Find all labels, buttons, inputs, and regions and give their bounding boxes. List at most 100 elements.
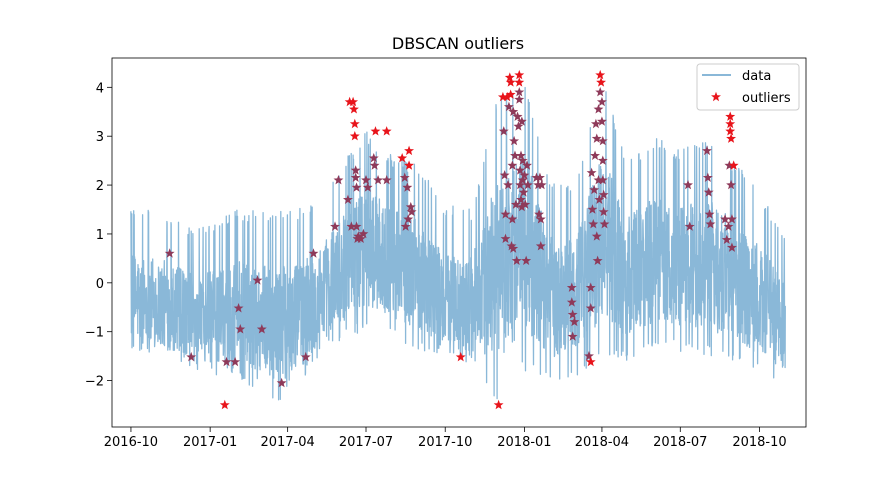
outlier-point (330, 221, 340, 231)
outlier-point (596, 116, 607, 126)
outlier-point (497, 91, 508, 102)
outlier-point (728, 160, 739, 170)
outlier-point (230, 356, 241, 367)
outlier-point (591, 231, 602, 241)
outlier-point (720, 214, 731, 224)
outlier-point (351, 221, 362, 231)
outlier-point (520, 199, 531, 209)
axes-frame (111, 57, 807, 428)
outlier-point (507, 160, 518, 170)
outlier-point (590, 118, 601, 129)
x-tick-label: 2016-10 (104, 435, 158, 450)
outlier-point (566, 282, 577, 292)
outlier-point (350, 165, 361, 175)
outlier-point (516, 201, 527, 212)
outlier-point (510, 199, 521, 209)
outlier-point (350, 172, 361, 182)
outlier-point (515, 179, 526, 190)
y-tick-label: 1 (96, 228, 104, 243)
outlier-point (219, 399, 230, 410)
outlier-point (705, 218, 716, 229)
outlier-point (511, 255, 522, 266)
outlier-point (522, 179, 533, 190)
outlier-point (506, 240, 517, 251)
outlier-point (589, 184, 600, 195)
x-tick-label: 2017-01 (183, 435, 237, 450)
outlier-point (569, 316, 580, 327)
outlier-point (684, 221, 695, 231)
outlier-point (399, 172, 410, 182)
outlier-point (599, 218, 610, 229)
outlier-point (498, 126, 509, 136)
outlier-point (500, 209, 511, 219)
outlier-point (514, 94, 525, 104)
outlier-point (703, 187, 714, 197)
outlier-point (522, 160, 532, 170)
outlier-point (346, 221, 357, 231)
y-tick-label: 3 (96, 130, 104, 145)
outlier-point (590, 150, 600, 160)
outlier-point (598, 189, 609, 200)
outlier-point (342, 194, 353, 204)
outlier-point (503, 179, 514, 190)
outlier-point (702, 145, 712, 156)
outlier-point (585, 282, 596, 292)
outlier-point (515, 165, 526, 175)
outlier-point (592, 255, 603, 266)
outlier-point (514, 69, 525, 80)
outlier-point (404, 145, 415, 156)
outlier-point (513, 121, 524, 131)
plot-area (130, 69, 786, 410)
outlier-point (536, 179, 547, 190)
outlier-point (397, 152, 408, 163)
outlier-point (727, 214, 737, 224)
outlier-point (349, 131, 360, 141)
outlier-point (351, 182, 362, 192)
y-tick-label: 4 (96, 81, 104, 96)
outlier-point (509, 135, 520, 146)
outlier-point (333, 174, 344, 185)
outlier-point (381, 174, 392, 185)
outlier-point (596, 96, 607, 107)
outlier-point (516, 150, 526, 160)
outlier-point (726, 133, 737, 143)
outlier-point (584, 350, 594, 361)
outlier-point (516, 194, 526, 204)
x-tick-label: 2018-01 (497, 435, 551, 450)
outlier-point (724, 160, 735, 170)
outlier-point (725, 126, 736, 136)
outlier-point (508, 243, 519, 253)
chart-title: DBSCAN outliers (392, 34, 524, 53)
outlier-point (594, 194, 605, 204)
outlier-point (252, 275, 263, 285)
outlier-point (276, 377, 287, 388)
outlier-point (455, 351, 466, 362)
outlier-point (308, 248, 319, 258)
outlier-point (235, 324, 246, 334)
outlier-point (221, 356, 232, 367)
outlier-point (349, 104, 359, 114)
outlier-point (723, 221, 734, 231)
outlier-point (593, 104, 604, 114)
outlier-point (597, 135, 608, 146)
outlier-point (256, 324, 267, 334)
outlier-point (405, 201, 416, 212)
outlier-point (369, 160, 380, 170)
legend-label-data: data (742, 69, 771, 84)
outlier-point (586, 167, 597, 178)
legend-label-outliers: outliers (742, 91, 791, 106)
x-tick-label: 2018-07 (653, 435, 707, 450)
outlier-point (493, 399, 504, 410)
outlier-point (373, 174, 384, 185)
x-tick-label: 2018-04 (575, 435, 629, 450)
legend-outliers-marker (711, 91, 721, 102)
outlier-point (505, 77, 516, 87)
legend-outliers-star-icon (711, 91, 721, 102)
y-tick-label: 2 (96, 179, 104, 194)
axis-ticks: 2016-10 2017-01 2017-04 2017-07 2017-10 2018-… (85, 81, 787, 450)
outlier-point (702, 172, 713, 182)
outlier-point (361, 174, 371, 185)
outlier-point (402, 182, 413, 192)
outlier-point (725, 118, 736, 129)
